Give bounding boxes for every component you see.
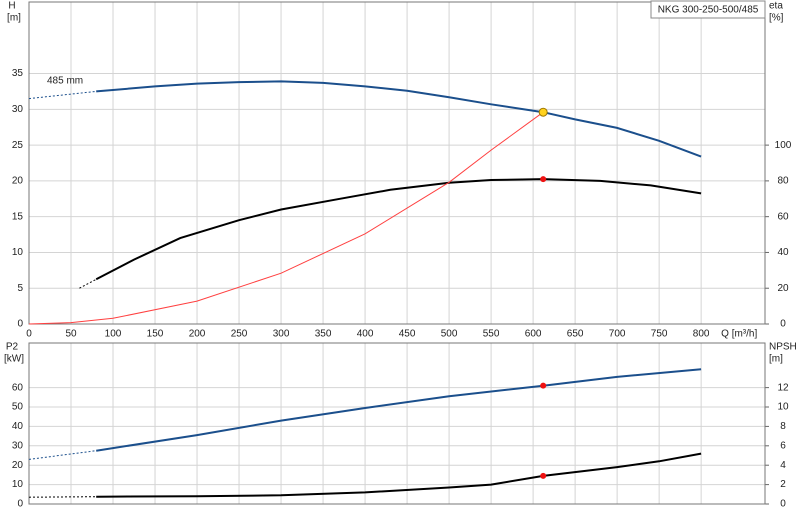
y-tick-label: 50: [12, 402, 24, 413]
x-tick-label: 600: [525, 329, 542, 340]
series-line: [79, 278, 97, 289]
y2-tick-label: 60: [777, 211, 789, 222]
y-tick-label: 5: [17, 283, 23, 294]
y-tick-label: 30: [12, 104, 24, 115]
series-line: [96, 368, 702, 452]
title-box: [650, 0, 766, 19]
x-tick-label: 550: [483, 329, 500, 340]
y-tick-label: 20: [12, 460, 24, 471]
x-tick-label: 0: [26, 329, 32, 340]
x-tick-label: 400: [357, 329, 374, 340]
x-tick-label: 150: [147, 329, 164, 340]
annotation: 485 mm: [47, 76, 83, 87]
y-tick-label: 30: [12, 440, 24, 451]
y2-tick-label: 100: [775, 140, 792, 151]
operating-point: [538, 107, 548, 117]
y-tick-label: 40: [12, 421, 24, 432]
series-line: [28, 90, 97, 100]
plot-frame: [28, 1, 766, 325]
x-tick-label: 200: [189, 329, 206, 340]
y-tick-label: 15: [12, 211, 24, 222]
y2-tick-label: 8: [780, 421, 786, 432]
y2-tick-label: 20: [777, 283, 789, 294]
y2-axis-unit: [m]: [769, 354, 783, 365]
y-tick-label: 0: [17, 499, 23, 510]
y-tick-label: 60: [12, 382, 24, 393]
x-tick-label: 750: [651, 329, 668, 340]
chart-title: NKG 300-250-500/485: [658, 5, 759, 16]
y2-tick-label: 80: [777, 176, 789, 187]
x-tick-label: 50: [65, 329, 77, 340]
y2-tick-label: 2: [780, 479, 786, 490]
y2-tick-label: 0: [780, 319, 786, 330]
x-tick-label: 300: [273, 329, 290, 340]
y2-axis-label: NPSH: [769, 342, 797, 353]
y2-tick-label: 10: [777, 402, 789, 413]
x-tick-label: 800: [693, 329, 710, 340]
series-line: [95, 178, 702, 281]
plot-area: [29, 343, 765, 504]
y-axis-label: P2: [6, 342, 19, 353]
x-axis-label: Q [m³/h]: [721, 329, 757, 340]
x-tick-label: 650: [567, 329, 584, 340]
series-line: [96, 80, 702, 158]
y-tick-label: 0: [17, 319, 23, 330]
y2-tick-label: 40: [777, 247, 789, 258]
y2-axis-unit: [%]: [769, 13, 784, 24]
series-line: [28, 450, 97, 460]
y-tick-label: 10: [12, 479, 24, 490]
y-axis-label: H: [8, 1, 15, 12]
y2-axis-label: eta: [769, 1, 783, 12]
y2-tick-label: 6: [780, 440, 786, 451]
operating-point: [540, 472, 547, 479]
x-tick-label: 250: [231, 329, 248, 340]
plot-area: [29, 2, 765, 324]
x-tick-label: 350: [315, 329, 332, 340]
operating-point: [540, 176, 547, 183]
y-tick-label: 10: [12, 247, 24, 258]
y2-tick-label: 0: [780, 499, 786, 510]
plot-frame: [28, 342, 766, 505]
x-tick-label: 450: [399, 329, 416, 340]
x-tick-label: 100: [105, 329, 122, 340]
y-tick-label: 35: [12, 68, 24, 79]
y2-tick-label: 12: [777, 382, 789, 393]
operating-point: [540, 382, 547, 389]
series-line: [96, 452, 702, 498]
y2-tick-label: 4: [780, 460, 786, 471]
x-tick-label: 700: [609, 329, 626, 340]
series-line: [28, 496, 97, 498]
y-tick-label: 20: [12, 176, 24, 187]
x-tick-label: 500: [441, 329, 458, 340]
y-tick-label: 25: [12, 140, 24, 151]
y-axis-unit: [kW]: [4, 354, 24, 365]
series-line: [28, 111, 544, 325]
y-axis-unit: [m]: [7, 13, 21, 24]
